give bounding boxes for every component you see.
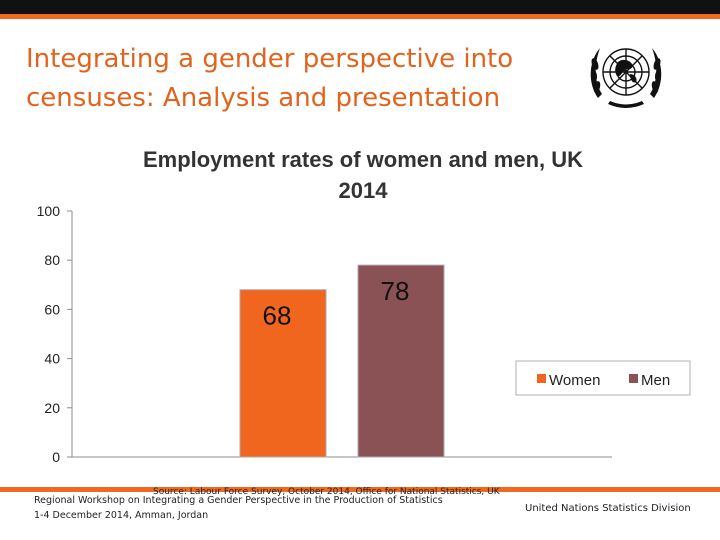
data-label-women: 68 [263,301,292,331]
bottom-accent-line [0,487,720,492]
legend-swatch-women [537,374,546,383]
chart-source-note: Source: Labour Force Survey, October 201… [153,487,500,497]
chart-title-line-1: Employment rates of women and men, UK [143,147,583,172]
y-tick-label: 80 [44,252,60,268]
y-tick-label: 100 [37,203,61,219]
legend-label-women: Women [549,372,600,389]
un-emblem-icon [590,48,662,108]
slide-title-line-2: censuses: Analysis and presentation [26,83,501,113]
y-tick-label: 20 [44,400,60,416]
y-tick-label: 60 [44,301,60,317]
slide-title: Integrating a gender perspective into ce… [26,40,566,118]
workshop-line-2: 1-4 December 2014, Amman, Jordan [34,510,209,521]
chart-legend: Women Men [515,360,691,396]
data-label-men: 78 [381,276,410,306]
workshop-line-1: Regional Workshop on Integrating a Gende… [34,495,443,506]
slide-title-line-1: Integrating a gender perspective into [26,44,514,74]
bar-women [239,289,327,458]
organization-name: United Nations Statistics Division [525,503,691,514]
y-tick-label: 40 [44,351,60,367]
top-accent-line [0,14,720,19]
workshop-info: Regional Workshop on Integrating a Gende… [34,493,504,523]
top-bar [0,0,720,14]
bar-men [357,264,445,458]
chart-title-line-2: 2014 [339,178,389,203]
legend-swatch-men [629,374,638,383]
y-tick-label: 0 [52,449,60,465]
legend-label-men: Men [641,372,670,389]
